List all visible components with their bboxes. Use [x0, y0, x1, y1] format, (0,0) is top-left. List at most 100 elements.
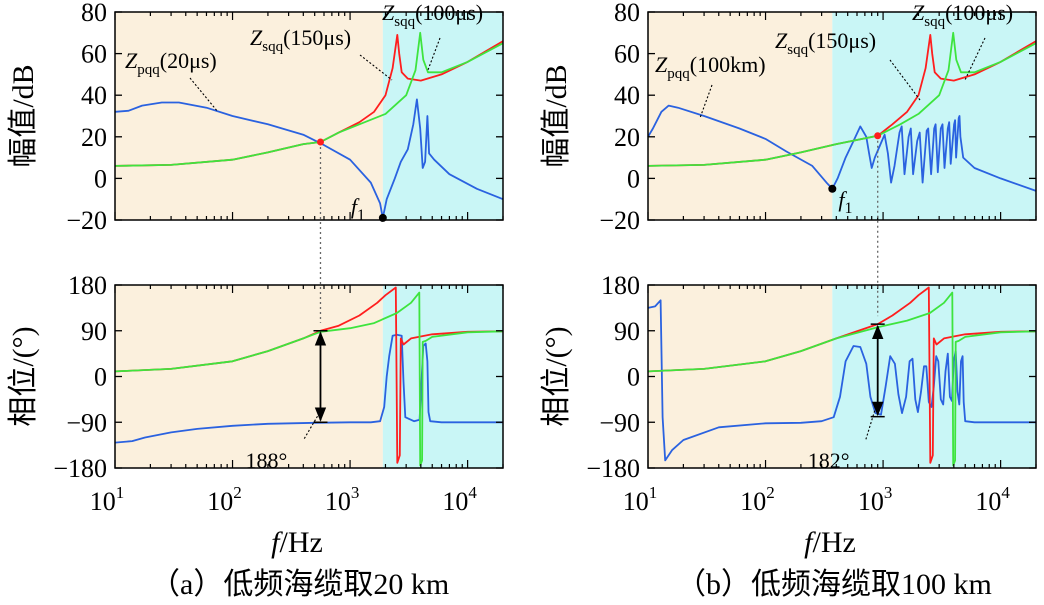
low-frequency-region	[648, 12, 833, 220]
x-tick-exp: 2	[233, 483, 242, 502]
y-tick-label: −90	[599, 408, 640, 437]
series-line-z-sqq-100-s-	[647, 291, 1037, 467]
series-line-z-sqq-100-s-	[114, 31, 504, 167]
series-label-leader	[427, 37, 441, 71]
series-label: Zsqq(100μs)	[912, 0, 1013, 30]
series-label-z: Z	[250, 25, 263, 50]
series-label-leader	[189, 77, 219, 113]
series-label: Zsqq(100μs)	[382, 0, 483, 30]
y-tick-label: 80	[614, 0, 640, 27]
series-label: Zpqq(20μs)	[125, 48, 217, 78]
series-label-rest: (100km)	[690, 52, 766, 77]
magnitude-axis-label: 幅值/dB	[540, 64, 573, 167]
phase-difference-label: 182°	[808, 448, 850, 473]
y-tick-label: 60	[81, 40, 107, 69]
y-tick-label: 90	[614, 317, 640, 346]
y-tick-label: 40	[614, 81, 640, 110]
y-tick-label: −180	[53, 454, 107, 483]
series-label-rest: (20μs)	[160, 48, 217, 73]
x-tick-exp: 1	[649, 483, 658, 502]
x-axis-label-unit: /Hz	[280, 526, 323, 559]
x-axis-label-unit: /Hz	[813, 526, 856, 559]
y-tick-label: −20	[66, 206, 107, 235]
delta-label-leader	[865, 410, 876, 441]
phase-plot: 180 90 0 −90 −180 相位/(°)	[540, 271, 1037, 483]
x-tick-label: 101	[623, 483, 658, 516]
y-tick-label: 180	[68, 271, 107, 300]
series-label-sub: sqq	[924, 14, 945, 30]
x-tick-label: 101	[90, 483, 125, 516]
f1-label-main: f	[351, 194, 360, 219]
series-label-rest: (100μs)	[415, 0, 483, 25]
low-frequency-region	[115, 285, 383, 468]
low-frequency-region	[115, 12, 383, 220]
y-tick-label: −20	[599, 206, 640, 235]
x-axis-label: f/Hz	[271, 526, 323, 559]
series-label-rest: (150μs)	[808, 28, 876, 53]
x-tick-base: 10	[442, 487, 468, 516]
y-tick-label: 80	[81, 0, 107, 27]
series-label-z: Z	[125, 48, 138, 73]
intersection-point	[316, 138, 324, 146]
x-tick-base: 10	[325, 487, 351, 516]
series-line-z-pqq-100km-	[647, 299, 1036, 462]
x-tick-exp: 3	[351, 483, 360, 502]
x-tick-base: 10	[207, 487, 233, 516]
series-label-sub: sqq	[394, 14, 415, 30]
phase-axis-label: 相位/(°)	[540, 326, 573, 426]
y-tick-label: 20	[81, 123, 107, 152]
f1-label-sub: 1	[844, 200, 852, 217]
y-tick-label: 20	[614, 123, 640, 152]
x-tick-base: 10	[740, 487, 766, 516]
series-line-z-pqq-20-s-	[114, 333, 503, 444]
f1-label-sub: 1	[357, 207, 365, 224]
y-tick-label: 90	[81, 317, 107, 346]
phase-difference-label: 188°	[245, 448, 287, 473]
x-tick-exp: 2	[766, 483, 775, 502]
f1-marker	[828, 184, 837, 193]
x-tick-exp: 1	[116, 483, 125, 502]
y-tick-label: 180	[601, 271, 640, 300]
series-label-z: Z	[775, 28, 788, 53]
f1-label: f1	[351, 194, 365, 224]
series-line-z-pqq-20-s-	[114, 98, 504, 219]
y-tick-label: 0	[627, 363, 640, 392]
x-axis-label: f/Hz	[804, 526, 856, 559]
x-tick-exp: 3	[884, 483, 893, 502]
series-label-sub: pqq	[667, 66, 690, 82]
series-label-z: Z	[912, 0, 925, 25]
high-frequency-region	[382, 12, 503, 220]
y-tick-label: 0	[627, 164, 640, 193]
x-tick-label: 102	[740, 483, 775, 516]
y-tick-label: 60	[614, 40, 640, 69]
y-tick-label: −90	[66, 408, 107, 437]
intersection-point	[874, 132, 882, 140]
series-label-rest: (100μs)	[945, 0, 1013, 25]
chart-panel-a: 806040200−20幅值/dB180900−90−180相位/(°)f1Zp…	[7, 0, 504, 601]
delta-label-leader	[303, 415, 318, 441]
series-line-z-pqq-100km-	[647, 104, 1037, 192]
x-tick-label: 104	[975, 483, 1010, 516]
x-tick-base: 10	[90, 487, 116, 516]
series-label: Zpqq(100km)	[655, 52, 766, 82]
series-line-z-sqq-100-s-	[114, 291, 504, 467]
f1-label-main: f	[838, 187, 847, 212]
x-tick-exp: 4	[468, 483, 477, 502]
magnitude-axis-label: 幅值/dB	[7, 64, 40, 167]
x-tick-label: 104	[442, 483, 477, 516]
series-label-sub: sqq	[262, 39, 283, 55]
phase-axis-label: 相位/(°)	[7, 326, 40, 426]
phase-plot: 180 90 0 −90 −180 相位/(°)	[7, 271, 504, 483]
axes-frame	[114, 11, 504, 221]
low-frequency-region	[648, 285, 833, 468]
panel-caption: （b）低频海缆取100 km	[676, 568, 992, 601]
axes-frame	[647, 11, 1037, 221]
y-tick-label: −180	[586, 454, 640, 483]
high-frequency-region	[832, 12, 1036, 220]
y-tick-label: 0	[94, 363, 107, 392]
series-label-z: Z	[382, 0, 395, 25]
x-tick-label: 102	[207, 483, 242, 516]
y-tick-label: 40	[81, 81, 107, 110]
x-tick-base: 10	[623, 487, 649, 516]
